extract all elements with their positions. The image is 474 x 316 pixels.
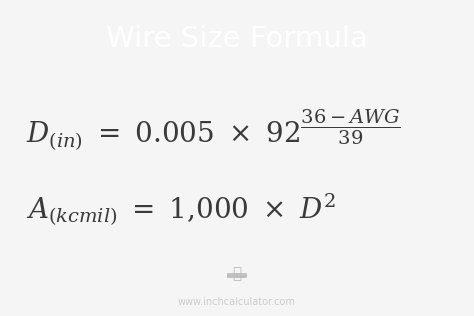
Text: $\mathit{A}_{\mathit{(kcmil)}}\ =\ 1{,}000\ \times\ \mathit{D}^{2}$: $\mathit{A}_{\mathit{(kcmil)}}\ =\ 1{,}0… xyxy=(26,191,337,228)
Text: 🖩: 🖩 xyxy=(232,266,242,281)
Text: Wire Size Formula: Wire Size Formula xyxy=(106,25,368,53)
Text: www.inchcalculator.com: www.inchcalculator.com xyxy=(178,297,296,307)
Text: $\mathit{D}_{\mathit{(in)}}\ =\ 0.005\ \times\ 92^{\dfrac{36-\mathit{AWG}}{39}}$: $\mathit{D}_{\mathit{(in)}}\ =\ 0.005\ \… xyxy=(26,107,401,152)
